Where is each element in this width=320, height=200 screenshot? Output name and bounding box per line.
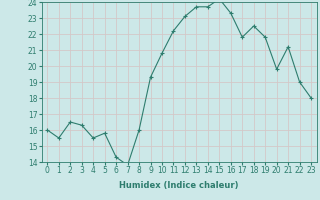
X-axis label: Humidex (Indice chaleur): Humidex (Indice chaleur) <box>119 181 239 190</box>
